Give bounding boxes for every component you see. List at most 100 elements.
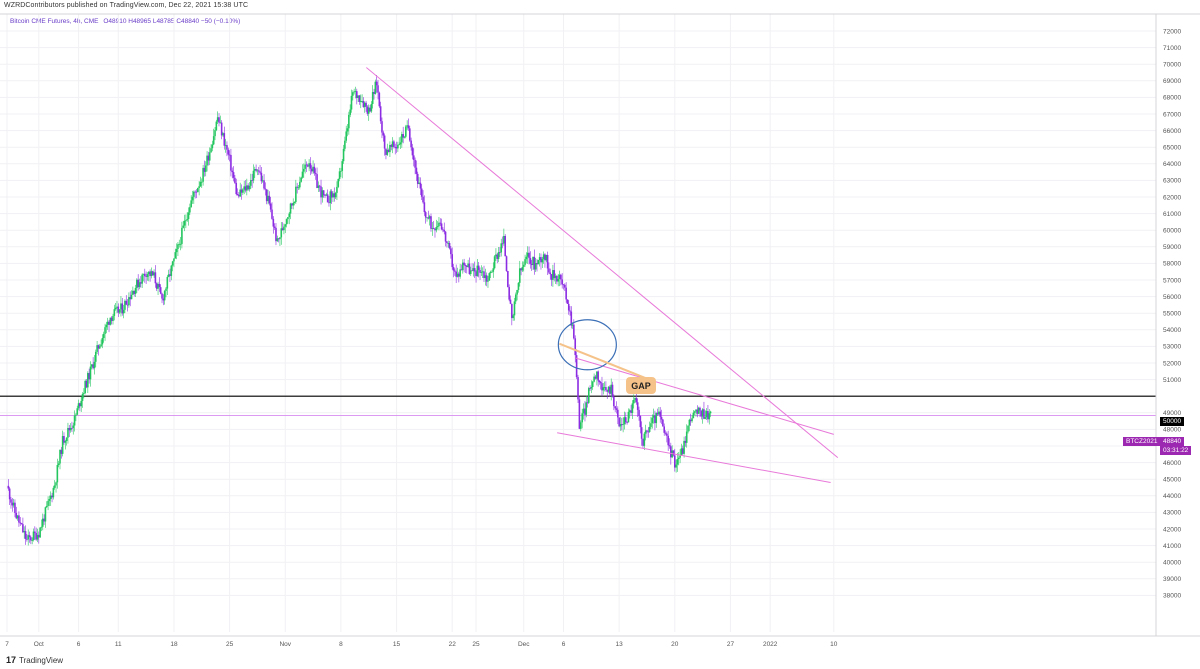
candle-body <box>530 263 533 266</box>
price-tick-label: 49000 <box>1163 410 1181 417</box>
candle-body <box>283 226 285 231</box>
candle-body <box>333 193 336 198</box>
candle-body <box>239 189 241 197</box>
candle-body <box>47 500 49 506</box>
candle-body <box>325 194 328 196</box>
candle-body <box>418 182 420 184</box>
candle-body <box>353 91 355 93</box>
candle-body <box>300 177 302 182</box>
candle-body <box>211 144 214 149</box>
candle-body <box>704 417 707 419</box>
candle-body <box>240 189 243 193</box>
candle-body <box>48 499 51 501</box>
candle-body <box>536 263 538 265</box>
candle-body <box>676 459 679 465</box>
candle-body <box>500 243 503 253</box>
candle-body <box>27 535 29 540</box>
candle-body <box>91 364 93 367</box>
candle-body <box>186 219 188 221</box>
price-axis[interactable]: 38000 39000 40000 41000 42000 43000 44000 45000… <box>0 13 1200 636</box>
price-tick-label: 72000 <box>1163 28 1181 35</box>
time-tick-label: 13 <box>616 641 624 648</box>
candle-body <box>410 140 412 148</box>
candle-body <box>93 361 96 369</box>
candle-body <box>677 457 680 460</box>
candle-body <box>218 117 220 123</box>
candle-body <box>49 495 52 500</box>
candle-body <box>288 213 291 218</box>
time-tick-label: 6 <box>562 641 566 648</box>
candle-body <box>680 448 683 456</box>
candle-body <box>472 268 475 271</box>
candle-body <box>508 287 510 300</box>
candle-body <box>685 431 688 443</box>
candle-body <box>356 91 358 98</box>
candle-body <box>125 300 128 305</box>
candle-body <box>567 303 570 311</box>
candle-body <box>299 181 301 188</box>
candle-body <box>692 412 695 419</box>
candle-body <box>32 531 35 541</box>
candle-body <box>383 135 386 149</box>
candle-body <box>464 265 467 266</box>
candle-body <box>634 397 636 401</box>
candle-body <box>106 321 109 325</box>
candle-body <box>173 258 175 262</box>
candle-body <box>459 269 461 277</box>
candle-body <box>582 408 585 414</box>
candle-body <box>150 271 153 277</box>
price-tick-label: 46000 <box>1163 460 1181 467</box>
tradingview-logo-icon: 17 <box>6 655 17 665</box>
candle-body <box>553 270 556 279</box>
price-tick-label: 42000 <box>1163 526 1181 533</box>
candle-body <box>256 170 259 172</box>
tradingview-logo[interactable]: 17 TradingView <box>6 655 63 665</box>
candle-body <box>455 271 457 277</box>
candle-body <box>84 380 86 394</box>
candle-body <box>16 515 19 519</box>
time-tick-label: Oct <box>34 641 44 648</box>
candle-body <box>83 393 85 394</box>
candle-body <box>624 417 627 423</box>
candle-body <box>652 415 655 418</box>
candle-body <box>97 345 100 349</box>
candle-body <box>257 170 260 172</box>
candle-body <box>194 191 196 193</box>
candle-body <box>309 163 312 169</box>
candle-body <box>59 449 61 464</box>
candle-body <box>667 435 669 446</box>
candle-body <box>552 270 554 280</box>
candle-body <box>350 95 353 110</box>
candle-body <box>618 417 620 427</box>
candle-body <box>512 315 514 319</box>
candle-body <box>44 507 47 522</box>
candle-body <box>185 220 187 222</box>
candle-body <box>589 388 591 389</box>
candle-body <box>7 485 10 489</box>
candle-body <box>593 376 595 382</box>
price-tick-label: 44000 <box>1163 493 1181 500</box>
candle-body <box>687 425 689 432</box>
candle-body <box>60 449 63 454</box>
candle-body <box>435 227 438 231</box>
candle-body <box>166 276 169 289</box>
candle-body <box>670 446 672 458</box>
candle-body <box>216 117 219 122</box>
candle-body <box>446 241 448 244</box>
candle-body <box>610 384 612 394</box>
candle-body <box>601 383 603 391</box>
candle-body <box>382 132 385 136</box>
candle-body <box>200 181 203 183</box>
candle-body <box>222 133 224 136</box>
candle-body <box>132 290 134 295</box>
candle-body <box>587 388 590 403</box>
candle-body <box>540 257 542 263</box>
candle-body <box>401 134 403 143</box>
candle-body <box>496 254 499 259</box>
time-axis[interactable]: 7 Oct 6 11 18 25 Nov 8 15 22 25 Dec 6 13 20 27 2022 10 <box>0 635 1200 648</box>
time-tick-label: 18 <box>170 641 178 648</box>
candle-body <box>463 262 465 266</box>
candle-body <box>574 338 577 356</box>
candle-body <box>153 272 155 276</box>
